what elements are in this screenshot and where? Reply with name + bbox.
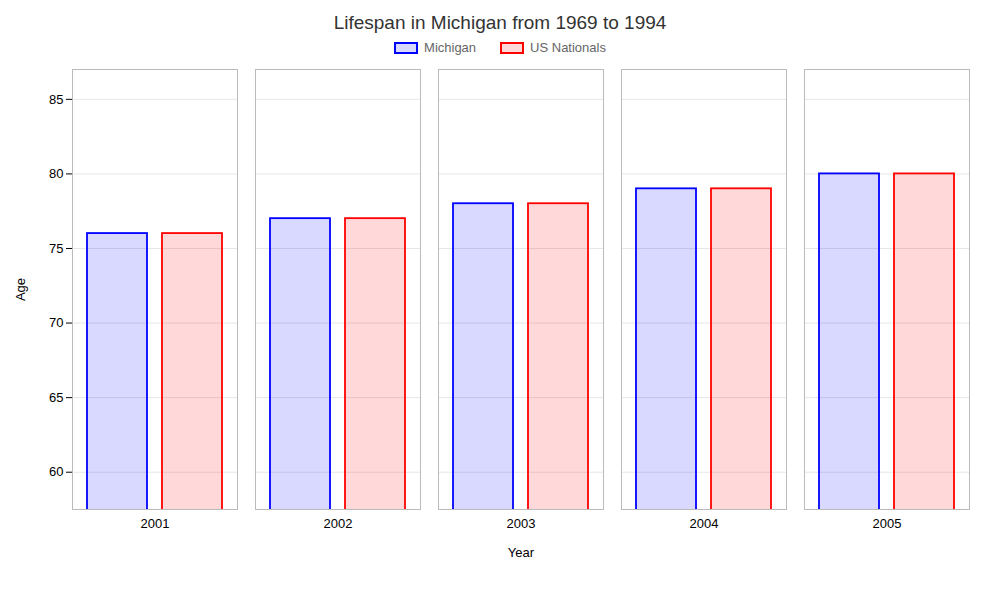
svg-text:80: 80 xyxy=(49,166,63,181)
svg-text:Age: Age xyxy=(13,278,28,301)
svg-text:2003: 2003 xyxy=(507,516,536,531)
html-text:US Nationals: US Nationals xyxy=(530,40,606,55)
svg-text:Year: Year xyxy=(508,545,535,560)
svg-text:75: 75 xyxy=(49,241,63,256)
html-text:Lifespan in Michigan from 1969: Lifespan in Michigan from 1969 to 1994 xyxy=(333,12,667,33)
svg-text:85: 85 xyxy=(49,91,63,106)
svg-text:2002: 2002 xyxy=(324,516,353,531)
html-text:Michigan: Michigan xyxy=(424,40,477,55)
svg-text:60: 60 xyxy=(49,464,63,479)
svg-text:70: 70 xyxy=(49,315,63,330)
svg-text:65: 65 xyxy=(49,390,63,405)
svg-text:2005: 2005 xyxy=(873,516,902,531)
svg-text:2001: 2001 xyxy=(141,516,170,531)
svg-text:2004: 2004 xyxy=(690,516,719,531)
